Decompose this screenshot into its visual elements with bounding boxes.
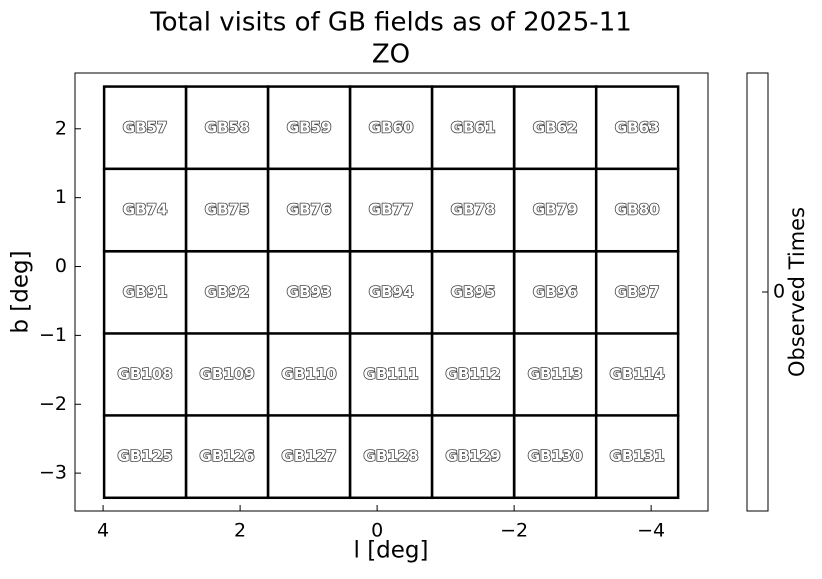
field-label: GB130 <box>528 447 583 465</box>
field-label: GB57 <box>123 118 168 136</box>
field-label: GB59 <box>287 118 332 136</box>
field <box>348 167 434 253</box>
field-label: GB79 <box>533 201 578 219</box>
field-label: GB62 <box>533 118 578 136</box>
x-tick-label: −2 <box>500 520 528 542</box>
field-label: GB91 <box>123 283 168 301</box>
field <box>348 250 434 335</box>
field-label: GB74 <box>123 201 168 219</box>
field-label: GB112 <box>446 365 501 383</box>
field <box>266 250 352 335</box>
x-tick-label: 4 <box>97 520 109 542</box>
field-label: GB80 <box>615 201 660 219</box>
field-label: GB131 <box>610 447 665 465</box>
field-label: GB95 <box>451 283 496 301</box>
chart-subtitle: ZO <box>372 40 410 70</box>
field <box>594 414 680 500</box>
y-tick-label: −3 <box>39 462 67 484</box>
field-label: GB63 <box>615 118 660 136</box>
field <box>184 332 270 418</box>
field <box>513 85 598 171</box>
field <box>102 250 188 335</box>
field <box>348 414 434 500</box>
x-tick-label: 2 <box>234 520 246 542</box>
field-label: GB114 <box>610 365 665 383</box>
field <box>102 85 188 171</box>
y-axis-label: b [deg] <box>8 250 34 333</box>
field-label: GB110 <box>282 365 337 383</box>
field-label: GB126 <box>200 447 255 465</box>
field <box>266 414 352 500</box>
field-label: GB109 <box>200 365 255 383</box>
field-label: GB128 <box>364 447 419 465</box>
field-label: GB108 <box>118 365 173 383</box>
field-label: GB97 <box>615 283 660 301</box>
chart-title: Total visits of GB fields as of 2025-11 <box>149 8 632 38</box>
field-label: GB129 <box>446 447 501 465</box>
field-label: GB75 <box>205 201 250 219</box>
y-tick-label: 2 <box>55 117 67 139</box>
field-label: GB61 <box>451 118 496 136</box>
field-label: GB78 <box>451 201 496 219</box>
field <box>594 85 680 171</box>
y-tick-label: 0 <box>55 255 67 277</box>
field-label: GB125 <box>118 447 173 465</box>
axes-frame <box>74 72 709 512</box>
field <box>102 167 188 253</box>
field <box>430 332 516 418</box>
field <box>594 250 680 335</box>
field-label: GB113 <box>528 365 583 383</box>
x-tick-label: 0 <box>371 520 383 542</box>
field-label: GB92 <box>205 283 250 301</box>
colorbar-tick-label: 0 <box>773 281 785 303</box>
field <box>430 414 516 500</box>
field-label: GB94 <box>369 283 414 301</box>
field-label: GB127 <box>282 447 337 465</box>
field <box>348 332 434 418</box>
field <box>594 167 680 253</box>
x-tick-label: −4 <box>637 520 665 542</box>
field-label: GB77 <box>369 201 414 219</box>
field <box>513 250 598 335</box>
field-label: GB58 <box>205 118 250 136</box>
field <box>513 332 598 418</box>
y-tick-label: 1 <box>55 186 67 208</box>
field-label: GB93 <box>287 283 332 301</box>
field-label: GB96 <box>533 283 578 301</box>
field <box>184 414 270 500</box>
y-tick-label: −1 <box>39 324 67 346</box>
field-label: GB111 <box>364 365 419 383</box>
colorbar-label: Observed Times <box>785 207 809 377</box>
field <box>430 250 516 335</box>
field-label: GB76 <box>287 201 332 219</box>
field-label: GB60 <box>369 118 414 136</box>
field <box>102 414 188 500</box>
y-tick-label: −2 <box>39 393 67 415</box>
x-axis-label: l [deg] <box>354 538 429 564</box>
